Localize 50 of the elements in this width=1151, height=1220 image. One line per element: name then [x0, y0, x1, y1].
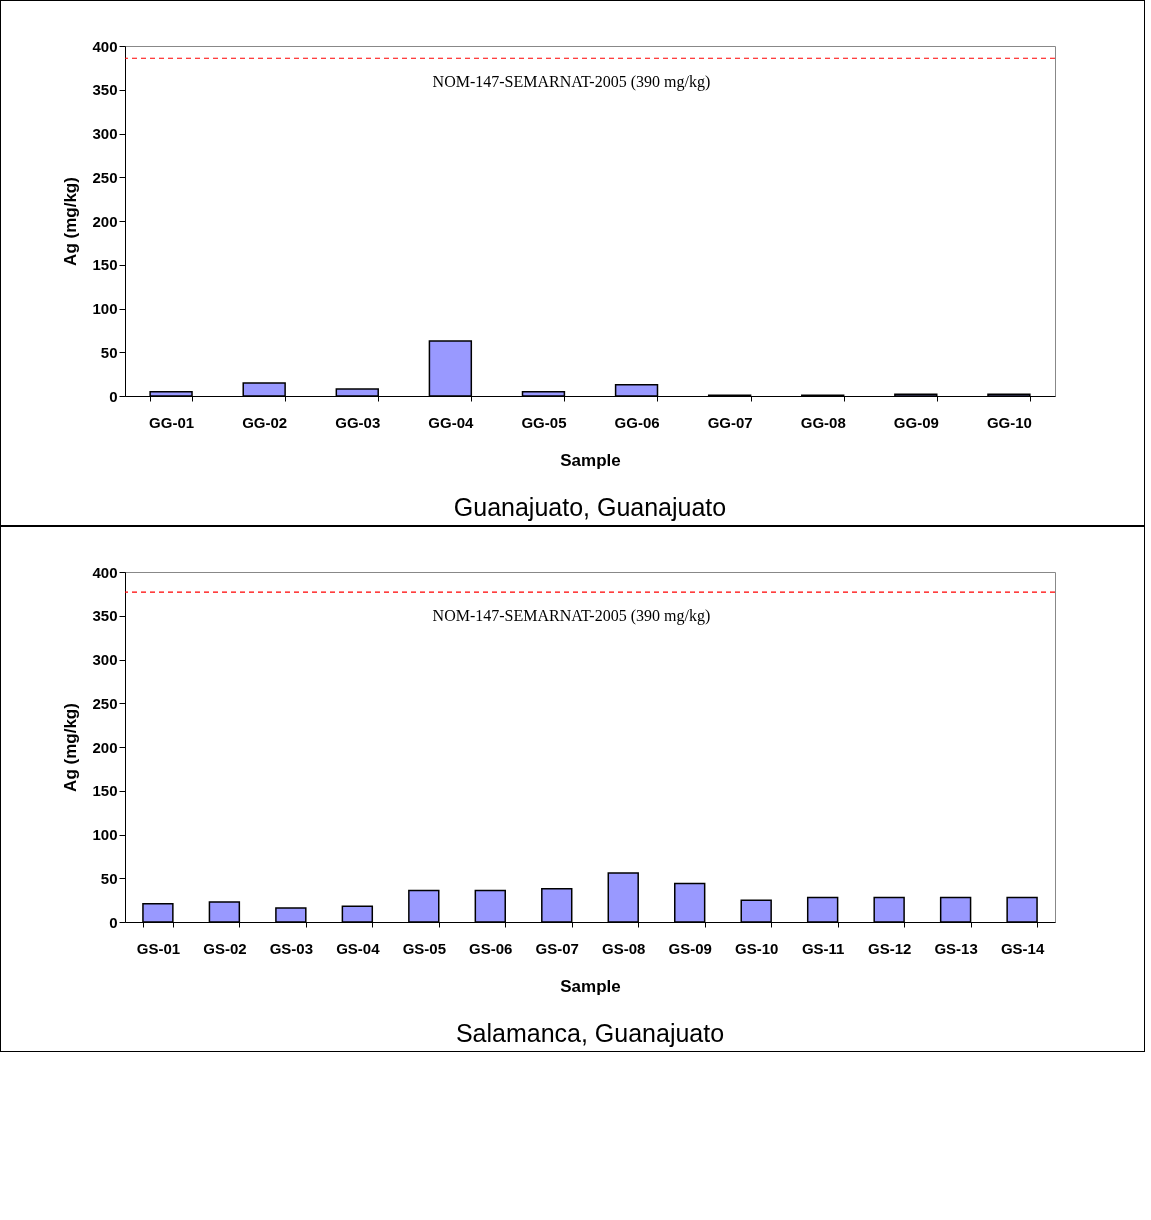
y-tick-label: 250 [92, 168, 118, 186]
y-tick-label: 150 [92, 256, 118, 274]
x-tick-label: GG-09 [893, 413, 939, 431]
x-tick-label: GG-04 [428, 413, 475, 431]
x-tick-label: GG-05 [521, 413, 567, 431]
x-tick-label: GG-02 [242, 413, 288, 431]
y-tick-label: 400 [92, 563, 118, 581]
y-tick-label: 300 [92, 651, 118, 668]
x-tick-label: GS-12 [867, 939, 912, 957]
x-tick-label: GG-03 [335, 413, 381, 431]
ref-line-label: NOM-147-SEMARNAT-2005 (390 mg/kg) [432, 73, 711, 92]
y-tick-label: 200 [92, 738, 118, 756]
text: Guanajuato, Guanajuato [453, 493, 727, 521]
x-tick-label: GS-11 [801, 939, 845, 957]
y-tick-label: 200 [92, 212, 118, 230]
x-tick-label: GS-14 [1000, 939, 1045, 957]
x-tick-label: GG-06 [614, 413, 660, 431]
x-tick-label: GS-07 [535, 939, 579, 957]
x-tick-label: GG-10 [986, 413, 1032, 431]
x-axis-title: Sample [560, 976, 621, 996]
y-tick-label: 250 [92, 694, 118, 712]
y-axis-title: Ag (mg/kg) [61, 703, 81, 792]
y-tick-label: 100 [92, 300, 118, 317]
x-tick-label: GS-04 [336, 939, 381, 957]
y-tick-label: 300 [92, 125, 118, 142]
x-tick-label: GS-06 [469, 939, 513, 957]
x-tick-label: GS-03 [269, 939, 314, 957]
y-tick-label: 400 [92, 37, 118, 55]
x-tick-label: GG-08 [800, 413, 846, 431]
text: Salamanca, Guanajuato [455, 1019, 725, 1047]
x-tick-label: GS-05 [402, 939, 446, 957]
x-tick-label: GG-07 [707, 413, 753, 431]
x-tick-label: GS-08 [602, 939, 646, 957]
y-tick-label: 100 [92, 826, 118, 843]
y-axis-title: Ag (mg/kg) [61, 177, 81, 266]
y-tick-label: 150 [92, 782, 118, 800]
x-tick-label: GS-09 [668, 939, 712, 957]
y-tick-label: 350 [92, 81, 118, 99]
x-tick-label: GS-01 [136, 939, 181, 957]
y-tick-label: 0 [109, 913, 118, 931]
x-axis-title: Sample [560, 450, 621, 470]
ref-line-label: NOM-147-SEMARNAT-2005 (390 mg/kg) [432, 607, 711, 626]
y-tick-label: 50 [100, 869, 118, 887]
x-tick-label: GS-02 [203, 939, 247, 957]
y-tick-label: 350 [92, 607, 118, 625]
x-tick-label: GS-10 [735, 939, 779, 957]
x-tick-label: GG-01 [149, 413, 195, 431]
y-tick-label: 50 [100, 343, 118, 361]
y-tick-label: 0 [109, 387, 118, 405]
x-tick-label: GS-13 [934, 939, 978, 957]
